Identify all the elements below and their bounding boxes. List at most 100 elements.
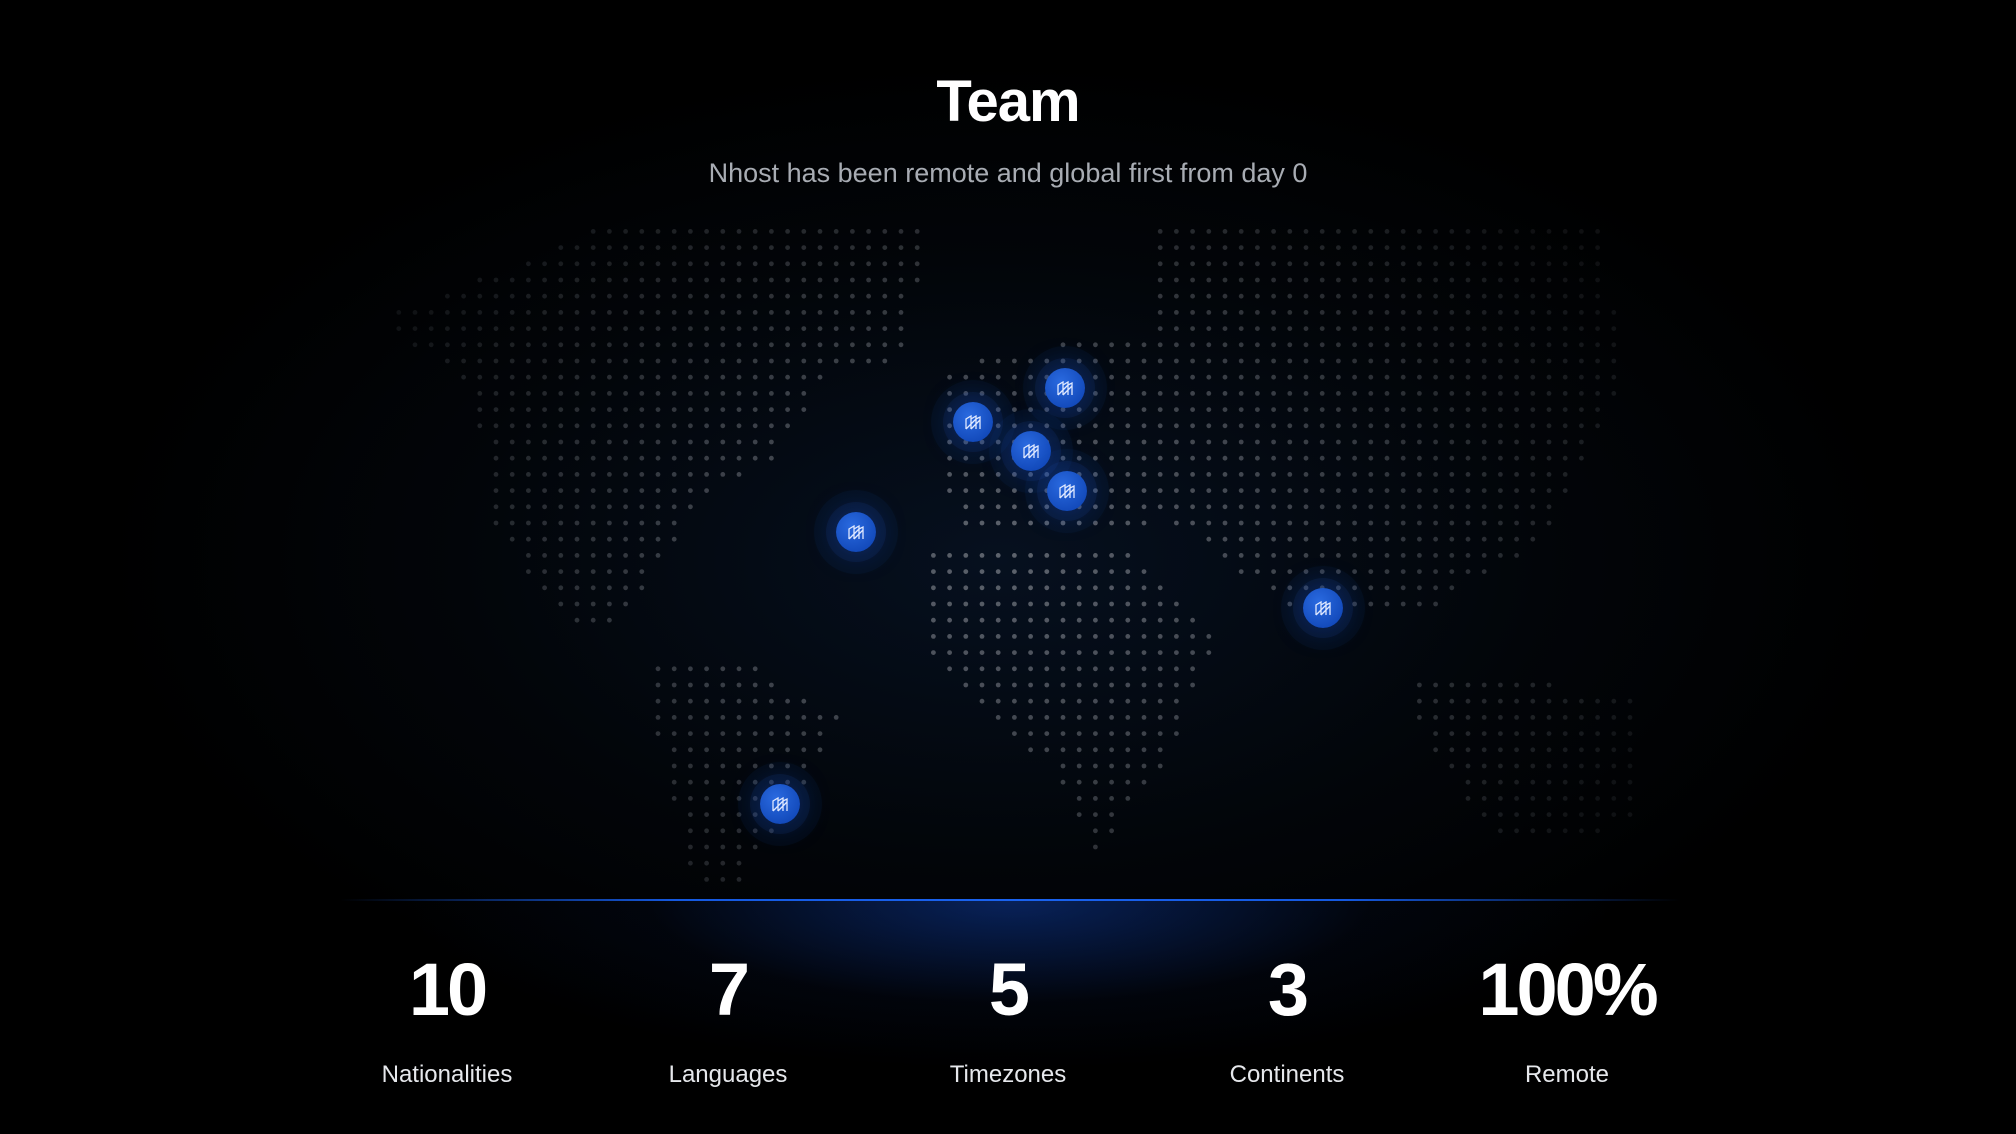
- map-dot: [493, 358, 499, 364]
- map-dot: [1562, 763, 1568, 769]
- map-dot: [671, 666, 677, 672]
- map-dot: [1157, 617, 1163, 623]
- map-dot: [1141, 682, 1147, 688]
- map-dot: [866, 277, 871, 283]
- map-dot: [688, 342, 693, 348]
- map-dot: [979, 650, 985, 655]
- map-dot: [1157, 472, 1163, 477]
- map-dot: [1465, 472, 1471, 477]
- map-dot: [704, 472, 709, 477]
- map-dot: [688, 261, 693, 267]
- team-location-marker[interactable]: [1045, 368, 1085, 408]
- map-dot: [752, 812, 758, 817]
- map-dot: [671, 342, 677, 348]
- map-dot: [1530, 715, 1536, 720]
- map-dot: [1465, 779, 1471, 785]
- map-dot: [1481, 796, 1487, 801]
- map-dot: [898, 293, 904, 299]
- map-dot: [1449, 293, 1455, 299]
- map-dot: [1157, 374, 1163, 380]
- map-dot: [833, 342, 839, 348]
- map-dot: [1222, 472, 1228, 477]
- map-dot: [428, 310, 434, 315]
- team-location-marker[interactable]: [1047, 471, 1087, 511]
- map-dot: [1627, 763, 1633, 769]
- map-dot: [428, 342, 434, 348]
- map-dot: [639, 407, 645, 412]
- map-dot: [736, 229, 742, 234]
- map-dot: [1449, 245, 1455, 251]
- map-dot: [688, 779, 693, 785]
- map-dot: [720, 229, 726, 234]
- map-dot: [1109, 617, 1114, 623]
- map-dot: [1514, 812, 1519, 817]
- map-dot: [1368, 374, 1374, 380]
- map-dot: [1498, 828, 1503, 834]
- map-dot: [558, 455, 564, 461]
- map-dot: [1222, 553, 1228, 558]
- nhost-logo-icon: [1055, 378, 1075, 398]
- map-dot: [1255, 439, 1260, 445]
- map-dot: [1319, 358, 1325, 364]
- map-dot: [817, 747, 823, 753]
- map-dot: [688, 245, 693, 251]
- team-location-marker[interactable]: [760, 784, 800, 824]
- map-dot: [1579, 374, 1584, 380]
- map-dot: [1190, 374, 1195, 380]
- map-dot: [1303, 310, 1309, 315]
- map-dot: [1514, 747, 1519, 753]
- map-dot: [1174, 504, 1179, 510]
- map-dot: [1060, 731, 1066, 736]
- map-dot: [736, 731, 742, 736]
- map-dot: [639, 310, 645, 315]
- map-dot: [1579, 293, 1584, 299]
- map-dot: [1481, 536, 1487, 542]
- map-dot: [1287, 277, 1293, 283]
- map-dot: [1595, 828, 1600, 834]
- map-dot: [1530, 245, 1536, 251]
- map-dot: [688, 860, 693, 866]
- map-dot: [1562, 455, 1568, 461]
- map-dot: [1174, 601, 1179, 607]
- nhost-logo-icon: [770, 794, 790, 814]
- stat-nationalities: 10 Nationalities: [307, 945, 587, 1089]
- map-dot: [1012, 374, 1017, 380]
- team-location-marker[interactable]: [836, 512, 876, 552]
- map-dot: [914, 229, 920, 234]
- map-dot: [963, 569, 969, 574]
- map-dot: [655, 455, 661, 461]
- map-dot: [639, 488, 645, 493]
- map-dot: [1417, 407, 1422, 412]
- map-dot: [1303, 261, 1309, 267]
- map-dot: [1498, 488, 1503, 493]
- map-dot: [931, 585, 936, 591]
- map-dot: [866, 293, 871, 299]
- map-dot: [1400, 585, 1406, 591]
- map-dot: [1206, 261, 1212, 267]
- map-dot: [931, 553, 936, 558]
- map-dot: [769, 342, 774, 348]
- team-location-marker[interactable]: [1011, 431, 1051, 471]
- map-dot: [1368, 326, 1374, 331]
- stat-value: 7: [708, 948, 750, 1031]
- map-dot: [1028, 391, 1033, 396]
- map-dot: [801, 779, 807, 785]
- map-dot: [1174, 617, 1179, 623]
- map-dot: [526, 455, 531, 461]
- map-dot: [1141, 439, 1147, 445]
- map-dot: [882, 261, 888, 267]
- team-location-marker[interactable]: [1303, 588, 1343, 628]
- map-dot: [688, 358, 693, 364]
- map-dot: [1174, 731, 1179, 736]
- map-dot: [671, 682, 677, 688]
- map-dot: [1562, 796, 1568, 801]
- map-dot: [1514, 261, 1519, 267]
- map-dot: [785, 261, 790, 267]
- team-location-marker[interactable]: [953, 402, 993, 442]
- map-dot: [1417, 715, 1422, 720]
- map-dot: [542, 504, 547, 510]
- map-dot: [1368, 488, 1374, 493]
- map-dot: [1157, 488, 1163, 493]
- map-dot: [1465, 261, 1471, 267]
- map-dot: [1449, 423, 1455, 429]
